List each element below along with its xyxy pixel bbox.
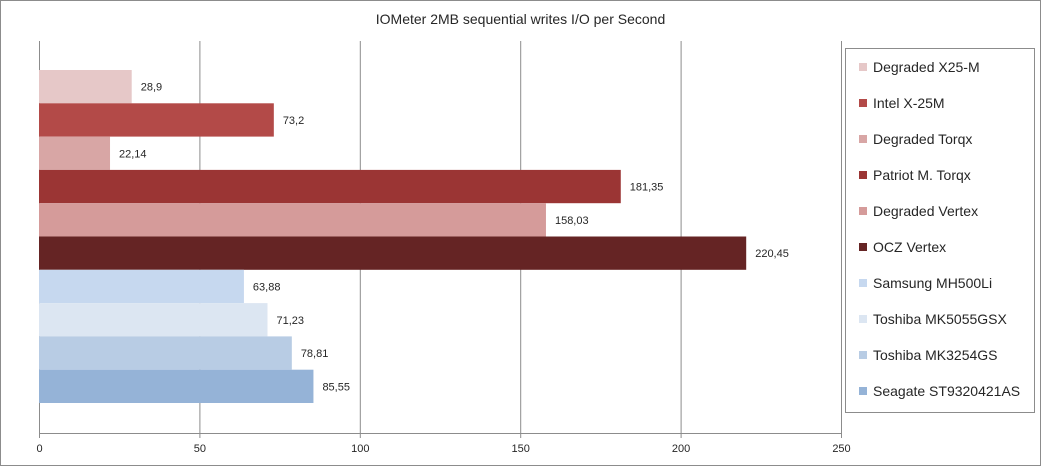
x-tick-label: 100 bbox=[351, 443, 369, 455]
legend-label: Degraded Vertex bbox=[873, 203, 979, 219]
legend-label: OCZ Vertex bbox=[873, 239, 947, 255]
chart-title: IOMeter 2MB sequential writes I/O per Se… bbox=[375, 11, 666, 27]
legend-swatch bbox=[859, 279, 867, 287]
bar-3 bbox=[39, 169, 621, 204]
legend-swatch bbox=[859, 387, 867, 395]
legend: Degraded X25-M Intel X-25M Degraded Torqx P… bbox=[845, 48, 1035, 413]
data-label-5: 220,45 bbox=[755, 248, 789, 260]
legend-item: Degraded Torqx bbox=[846, 129, 972, 149]
legend-label: Intel X-25M bbox=[873, 95, 945, 111]
legend-swatch bbox=[859, 135, 867, 143]
data-label-3: 181,35 bbox=[630, 182, 664, 194]
bar-1 bbox=[39, 103, 274, 137]
legend-swatch bbox=[859, 243, 867, 251]
legend-label: Degraded Torqx bbox=[873, 131, 973, 147]
legend-label: Toshiba MK3254GS bbox=[873, 347, 998, 363]
legend-item: Toshiba MK5055GSX bbox=[846, 309, 1007, 329]
legend-swatch bbox=[859, 315, 867, 323]
legend-item: Degraded Vertex bbox=[846, 201, 978, 221]
legend-item: Toshiba MK3254GS bbox=[846, 345, 998, 365]
bar-8 bbox=[39, 336, 292, 370]
data-label-6: 63,88 bbox=[253, 281, 281, 293]
x-tick-label: 50 bbox=[194, 443, 206, 455]
legend-label: Samsung MH500Li bbox=[873, 275, 993, 291]
legend-item: OCZ Vertex bbox=[846, 237, 946, 257]
bar-5 bbox=[39, 236, 747, 270]
data-label-7: 71,23 bbox=[277, 315, 305, 327]
data-label-0: 28,9 bbox=[141, 82, 162, 94]
legend-item: Intel X-25M bbox=[846, 93, 945, 113]
x-tick-label: 150 bbox=[512, 443, 530, 455]
data-label-1: 73,2 bbox=[283, 115, 304, 127]
bar-2 bbox=[39, 136, 111, 170]
bar-0 bbox=[39, 70, 132, 104]
legend-item: Seagate ST9320421AS bbox=[846, 381, 1020, 401]
bar-7 bbox=[39, 303, 268, 337]
legend-swatch bbox=[859, 63, 867, 71]
legend-swatch bbox=[859, 351, 867, 359]
legend-label: Patriot M. Torqx bbox=[873, 167, 971, 183]
legend-item: Samsung MH500Li bbox=[846, 273, 992, 293]
legend-item: Degraded X25-M bbox=[846, 57, 980, 77]
data-label-8: 78,81 bbox=[301, 348, 329, 360]
data-label-2: 22,14 bbox=[119, 148, 147, 160]
legend-item: Patriot M. Torqx bbox=[846, 165, 971, 185]
bar-9 bbox=[39, 369, 314, 403]
legend-label: Toshiba MK5055GSX bbox=[873, 311, 1007, 327]
bar-4 bbox=[39, 203, 546, 237]
legend-swatch bbox=[859, 171, 867, 179]
x-tick-label: 200 bbox=[672, 443, 690, 455]
data-label-4: 158,03 bbox=[555, 215, 589, 227]
legend-swatch bbox=[859, 99, 867, 107]
x-tick-label: 250 bbox=[832, 443, 850, 455]
legend-label: Degraded X25-M bbox=[873, 59, 980, 75]
x-tick-label: 0 bbox=[36, 443, 42, 455]
legend-label: Seagate ST9320421AS bbox=[873, 383, 1021, 399]
bar-6 bbox=[39, 269, 244, 304]
legend-swatch bbox=[859, 207, 867, 215]
data-label-9: 85,55 bbox=[322, 381, 350, 393]
